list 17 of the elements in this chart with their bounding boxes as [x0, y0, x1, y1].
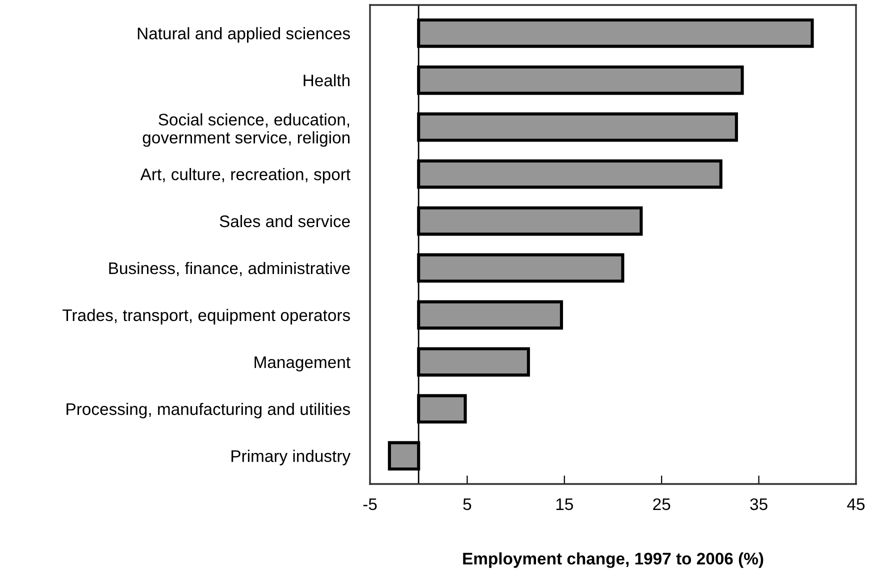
x-tick-label: -5 — [363, 498, 377, 510]
y-tick-label: Primary industry — [232, 450, 351, 466]
y-tick-label: Social science, education, government service, religion — [142, 113, 350, 147]
y-tick-label: Management — [254, 356, 350, 372]
x-tick-label: 15 — [556, 498, 573, 510]
y-tick-label: Processing, manufacturing and utilities — [66, 402, 350, 418]
y-tick-label: Sales and service — [220, 214, 350, 228]
x-tick-label: 25 — [653, 498, 670, 510]
x-axis-title: Employment change, 1997 to 2006 (%) — [463, 552, 764, 568]
y-tick-label: Art, culture, recreation, sport — [140, 168, 350, 184]
y-tick-label: Trades, transport, equipment operators — [62, 308, 350, 324]
x-tick-label: 35 — [750, 498, 768, 510]
y-tick-label: Health — [304, 74, 350, 86]
y-tick-label: Natural and applied sciences — [138, 27, 350, 43]
x-tick-label: 5 — [463, 498, 472, 510]
x-tick-label: 45 — [847, 498, 865, 510]
y-tick-label: Business, finance, administrative — [109, 262, 350, 276]
